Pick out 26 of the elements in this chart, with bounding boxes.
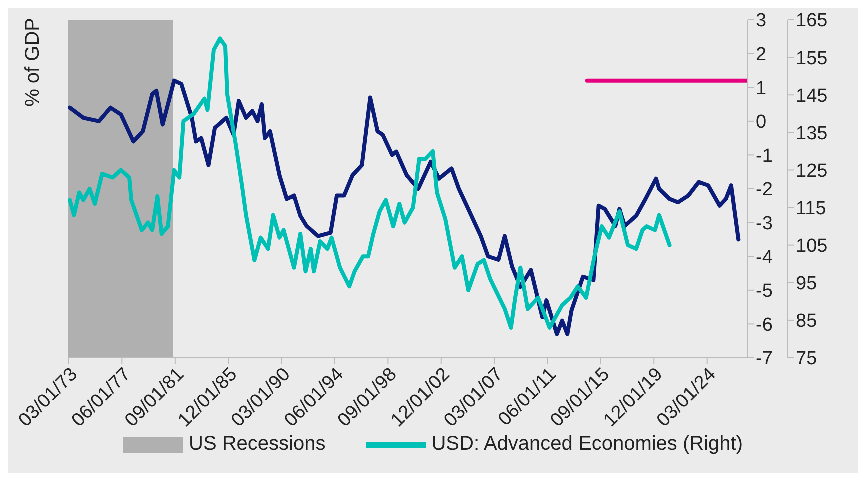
y2-tick-label: 135: [796, 123, 828, 144]
y-tick-label: 0: [756, 112, 767, 134]
y2-tick-label: 75: [796, 348, 818, 370]
y2-tick-label: 105: [796, 236, 828, 258]
y-tick-label: -1: [756, 146, 773, 167]
legend-label: US Recessions: [189, 433, 326, 456]
y2-tick-label: 155: [796, 48, 828, 70]
legend-label: USD: Advanced Economies (Right): [432, 433, 743, 456]
y2-tick-label: 125: [796, 160, 828, 182]
line-series: [68, 78, 741, 336]
y-tick-label: -3: [756, 214, 773, 235]
y2-tick-label: 165: [796, 10, 828, 32]
y-tick-label: -6: [756, 314, 773, 336]
y-tick-label: 3: [756, 10, 767, 32]
y2-tick-label: 85: [796, 311, 818, 332]
y-axis-title: % of GDP: [22, 18, 45, 107]
y-tick-label: -7: [756, 348, 773, 370]
y-tick-label: -5: [756, 281, 773, 302]
y-tick-label: 2: [756, 44, 767, 66]
y-tick-label: 1: [756, 78, 767, 100]
y2-tick-label: 145: [796, 86, 828, 107]
line-series: [68, 36, 672, 330]
y-tick-label: -4: [756, 247, 774, 268]
y-tick-label: -2: [756, 180, 773, 201]
y2-tick-label: 115: [796, 198, 826, 220]
y2-tick-label: 95: [796, 274, 818, 295]
